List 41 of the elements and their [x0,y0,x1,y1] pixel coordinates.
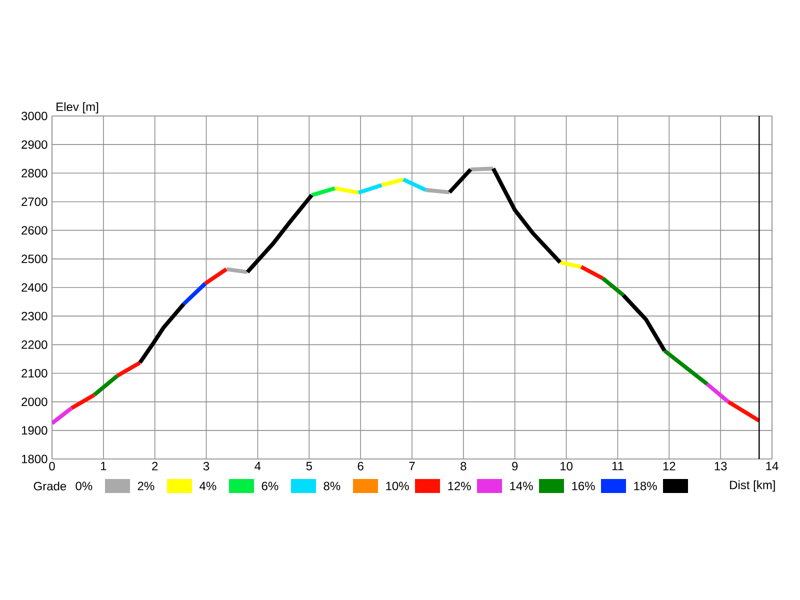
x-tick-label: 1 [101,462,106,470]
legend-label: 14% [510,482,533,490]
legend-label: 8% [324,482,340,490]
y-tick-label: 2400 [22,283,48,292]
y-tick-label: 3000 [22,112,48,120]
y-tick-label: 2000 [22,398,48,406]
x-tick-label: 3 [203,462,210,470]
y-tick-label: 2700 [22,197,48,206]
legend-label: 12% [448,482,471,490]
legend-label: 6% [262,482,278,490]
y-tick-label: 2300 [22,312,48,320]
y-tick-label: 2900 [22,140,48,149]
x-tick-label: 12 [663,462,676,470]
y-tick-label: 1900 [22,426,48,435]
x-axis-title: Dist [km] [730,480,775,492]
x-tick-label: 10 [560,462,572,470]
x-tick-label: 2 [152,462,158,470]
x-tick-label: 0 [49,462,55,470]
y-tick-label: 2200 [22,340,48,349]
x-tick-label: 5 [306,462,312,470]
legend-label: 2% [138,482,154,490]
x-tick-label: 13 [714,462,727,470]
x-tick-label: 8 [460,462,466,470]
legend-title: Grade [34,482,66,490]
x-tick-label: 9 [512,462,518,470]
y-tick-label: 2500 [22,254,48,264]
y-axis-title: Elev [m] [56,102,98,114]
y-tick-label: 1800 [22,454,48,464]
x-tick-label: 11 [612,462,624,470]
legend-label: 10% [386,482,409,490]
y-tick-label: 2100 [22,368,48,378]
legend-label: 0% [76,482,92,490]
x-tick-label: 6 [358,462,364,470]
legend-label: 4% [200,482,216,490]
legend-label: 18% [634,482,657,490]
y-tick-label: 2600 [22,226,48,235]
y-tick-label: 2800 [22,168,48,178]
x-tick-label: 14 [766,462,778,470]
x-tick-label: 7 [409,462,415,470]
legend-label: 16% [572,482,595,490]
x-tick-label: 4 [254,462,261,470]
